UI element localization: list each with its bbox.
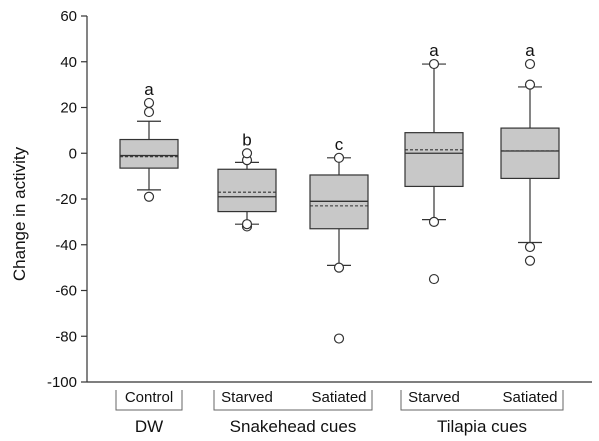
- y-tick-label: -40: [55, 237, 77, 254]
- box-0: a: [119, 80, 179, 202]
- significance-letter: a: [144, 80, 154, 99]
- group-bracket: [115, 390, 183, 411]
- outlier-point: [524, 79, 536, 90]
- y-tick-label: 40: [60, 54, 77, 71]
- outlier-point: [428, 216, 440, 227]
- group-bracket: [400, 390, 564, 411]
- outlier-point: [428, 273, 440, 285]
- group-bracket: [213, 390, 373, 411]
- box-1: b: [217, 130, 277, 232]
- y-tick-label: 20: [60, 100, 77, 117]
- significance-letter: a: [525, 41, 535, 60]
- outlier-point: [143, 97, 155, 109]
- box-body: [119, 138, 179, 169]
- category-label: Starved: [221, 389, 273, 406]
- y-tick-label: -100: [47, 374, 77, 391]
- significance-letter: c: [335, 135, 344, 154]
- box-body: [500, 127, 560, 180]
- outlier-point: [333, 262, 345, 273]
- significance-letter: a: [429, 41, 439, 60]
- y-tick-label: -80: [55, 328, 77, 345]
- outlier-point: [241, 219, 253, 230]
- outlier-point: [333, 152, 345, 163]
- group-label: DW: [135, 417, 163, 436]
- labels-layer: Control Starved Satiated Starved Satiated DW S…: [115, 389, 564, 436]
- group-label: Snakehead cues: [230, 417, 357, 436]
- outlier-point: [143, 191, 155, 202]
- category-label: Control: [125, 389, 173, 406]
- box-body: [404, 132, 464, 188]
- significance-letter: b: [242, 130, 251, 149]
- category-label: Satiated: [311, 389, 366, 406]
- box-4: a: [500, 41, 560, 266]
- y-tick-label: 60: [60, 8, 77, 25]
- group-label: Tilapia cues: [437, 417, 527, 436]
- axis-layer: 60 40 20 0 -20 -40 -60 -80 -100: [47, 8, 592, 391]
- outlier-point: [333, 333, 345, 344]
- box-2: c: [309, 135, 369, 344]
- category-label: Starved: [408, 389, 460, 406]
- outlier-point: [143, 106, 155, 118]
- outlier-point: [524, 255, 536, 266]
- outlier-point: [241, 148, 253, 159]
- y-tick-label: 0: [69, 145, 77, 162]
- y-axis-title: Change in activity: [10, 146, 29, 281]
- y-tick-label: -60: [55, 283, 77, 300]
- category-label: Satiated: [502, 389, 557, 406]
- outlier-point: [524, 241, 536, 253]
- y-tick-label: -20: [55, 191, 77, 208]
- boxes-layer: a b c a a: [119, 41, 560, 344]
- outlier-point: [524, 58, 536, 70]
- box-body: [217, 168, 277, 213]
- box-3: a: [404, 41, 464, 285]
- outlier-point: [428, 58, 440, 70]
